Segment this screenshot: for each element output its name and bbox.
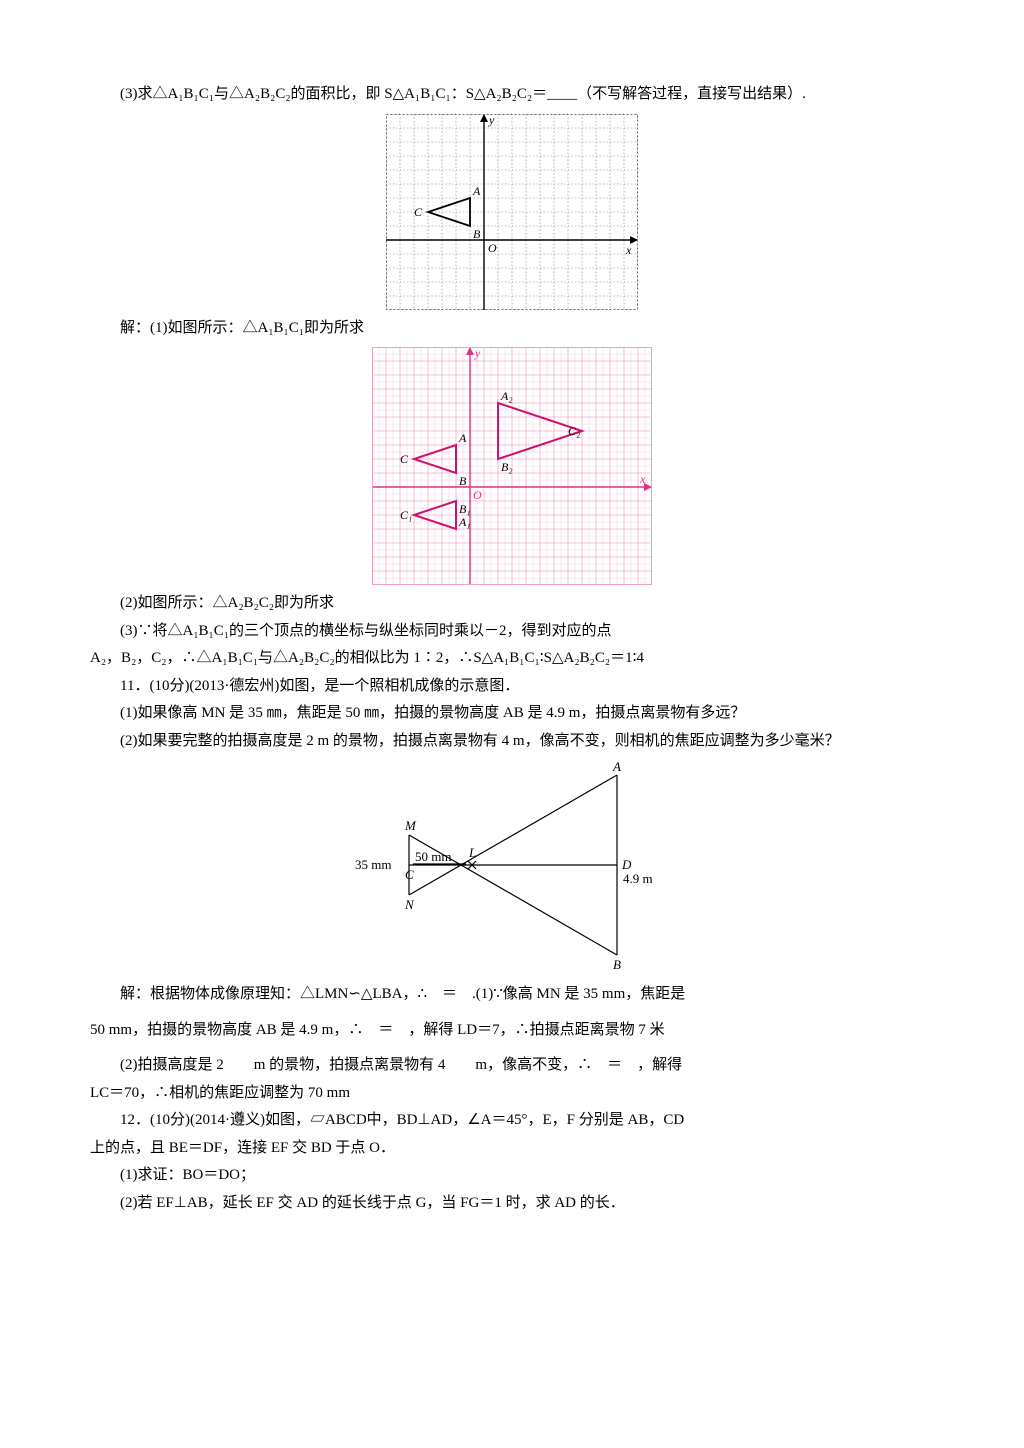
svg-text:O: O	[473, 488, 482, 502]
q11-sol-d: LC＝70，∴相机的焦距应调整为 70 mm	[90, 1081, 934, 1107]
svg-text:A: A	[472, 184, 481, 198]
figure-3-wrap: M NC L D A B 35 mm 50 mm 4.9 m	[90, 760, 934, 970]
svg-text:L: L	[468, 845, 476, 860]
sol-3b: A₂，B₂，C₂，∴△A₁B₁C₁与△A₂B₂C₂的相似比为 1∶2，∴S△A₁…	[90, 646, 934, 672]
svg-text:A: A	[458, 431, 467, 445]
sol-2: (2)如图所示：△A₂B₂C₂即为所求	[90, 591, 934, 617]
q11-sol-c: (2)拍摄高度是 2 m 的景物，拍摄点离景物有 4 m，像高不变，∴ ＝ ，解…	[90, 1053, 934, 1079]
q12-b: 上的点，且 BE＝DF，连接 EF 交 BD 于点 O．	[90, 1136, 934, 1162]
q12-a: 12．(10分)(2014·遵义)如图，▱ABCD中，BD⊥AD，∠A＝45°，…	[90, 1108, 934, 1134]
q11-sol-b: 50 mm，拍摄的景物高度 AB 是 4.9 m，∴ ＝ ，解得 LD＝7，∴拍…	[90, 1018, 934, 1044]
svg-text:x: x	[639, 472, 646, 486]
figure-2-grid: A B C A₁B₁ C₁ A₂ B₂ C₂ Ox y	[372, 347, 652, 585]
svg-text:C₂: C₂	[568, 424, 580, 438]
svg-text:35 mm: 35 mm	[355, 857, 391, 872]
svg-text:D: D	[621, 857, 632, 872]
q11-2: (2)如果要完整的拍摄高度是 2 m 的景物，拍摄点离景物有 4 m，像高不变，…	[90, 729, 934, 755]
svg-text:y: y	[488, 114, 495, 127]
svg-text:C₁: C₁	[400, 508, 412, 522]
svg-text:A: A	[612, 760, 621, 774]
sol-1: 解：(1)如图所示：△A₁B₁C₁即为所求	[90, 316, 934, 342]
svg-text:B: B	[459, 474, 467, 488]
q11-title: 11．(10分)(2013·德宏州)如图，是一个照相机成像的示意图．	[90, 674, 934, 700]
svg-text:C: C	[414, 205, 423, 219]
svg-text:4.9 m: 4.9 m	[623, 871, 653, 886]
sol-3a: (3)∵将△A₁B₁C₁的三个顶点的横坐标与纵坐标同时乘以－2，得到对应的点	[90, 619, 934, 645]
q12-d: (2)若 EF⊥AB，延长 EF 交 AD 的延长线于点 G，当 FG＝1 时，…	[90, 1191, 934, 1217]
svg-text:O: O	[488, 241, 497, 255]
q11-1: (1)如果像高 MN 是 35 ㎜，焦距是 50 ㎜，拍摄的景物高度 AB 是 …	[90, 701, 934, 727]
svg-text:M: M	[404, 818, 417, 833]
svg-text:N: N	[404, 897, 415, 912]
svg-text:A₁: A₁	[458, 515, 471, 529]
svg-text:B: B	[473, 227, 481, 241]
svg-text:50 mm: 50 mm	[415, 849, 451, 864]
svg-text:C: C	[405, 867, 414, 882]
svg-text:B: B	[613, 957, 621, 970]
svg-text:y: y	[474, 347, 481, 360]
svg-text:B₂: B₂	[501, 460, 513, 474]
svg-text:B₁: B₁	[459, 502, 471, 516]
q3-text: (3)求△A₁B₁C₁与△A₂B₂C₂的面积比，即 S△A₁B₁C₁：S△A₂B…	[90, 82, 934, 108]
svg-text:A₂: A₂	[500, 389, 513, 403]
figure-1-grid: A B C Ox y	[386, 114, 638, 310]
q12-c: (1)求证：BO＝DO；	[90, 1163, 934, 1189]
svg-text:x: x	[625, 243, 632, 257]
figure-3-camera: M NC L D A B 35 mm 50 mm 4.9 m	[347, 760, 677, 970]
q11-sol-a: 解：根据物体成像原理知：△LMN∽△LBA，∴ ＝ .(1)∵像高 MN 是 3…	[90, 982, 934, 1008]
figure-2-wrap: A B C A₁B₁ C₁ A₂ B₂ C₂ Ox y	[90, 347, 934, 585]
figure-1-wrap: A B C Ox y	[90, 114, 934, 310]
svg-text:C: C	[400, 452, 409, 466]
